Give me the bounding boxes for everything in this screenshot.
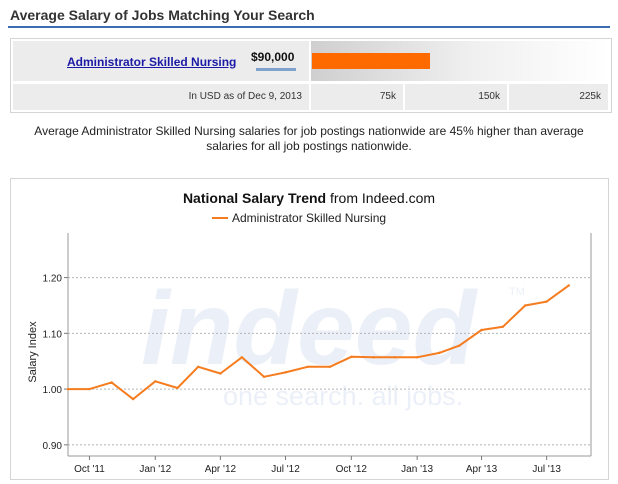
data-point — [176, 386, 179, 390]
watermark-tm: TM — [509, 286, 525, 298]
y-axis-label: Salary Index — [27, 321, 39, 383]
scale-label-225k: 225k — [509, 84, 608, 110]
salary-row: Administrator Skilled Nursing $90,000 — [11, 39, 611, 83]
data-point — [262, 375, 266, 379]
data-point — [350, 355, 353, 358]
data-point — [240, 356, 244, 359]
x-tick-label: Apr '12 — [205, 464, 237, 475]
y-tick-label: 1.20 — [43, 274, 63, 285]
section-header: Average Salary of Jobs Matching Your Sea… — [8, 4, 610, 28]
salary-amount-underline — [256, 68, 296, 71]
legend-label: Administrator Skilled Nursing — [232, 211, 386, 225]
salary-summary-box: Administrator Skilled Nursing $90,000 In… — [10, 38, 612, 113]
chart-title-bold: National Salary Trend — [183, 190, 326, 206]
data-point — [306, 365, 309, 368]
data-point — [480, 328, 483, 332]
data-point — [393, 356, 397, 359]
salary-bar — [312, 53, 430, 69]
x-tick-label: Jan '13 — [401, 464, 433, 475]
x-tick-label: Oct '12 — [336, 464, 368, 475]
scale-label-75k: 75k — [311, 84, 403, 110]
job-title-link[interactable]: Administrator Skilled Nursing — [67, 55, 237, 69]
data-point — [131, 397, 135, 401]
chart-title: National Salary Trend from Indeed.com — [183, 190, 435, 206]
salary-amount: $90,000 — [251, 50, 295, 64]
data-point — [501, 325, 505, 328]
data-point — [284, 371, 287, 374]
scale-row: In USD as of Dec 9, 2013 75k 150k 225k — [11, 84, 611, 110]
x-tick-label: Jan '12 — [139, 464, 171, 475]
job-cell: Administrator Skilled Nursing $90,000 — [13, 41, 309, 81]
data-point — [110, 381, 113, 384]
data-point — [415, 356, 419, 359]
data-point — [458, 344, 461, 347]
series-line — [68, 284, 570, 401]
x-tick-label: Oct '11 — [74, 464, 105, 475]
data-point — [438, 351, 441, 355]
data-point — [545, 300, 548, 303]
chart-title-rest: from Indeed.com — [326, 190, 435, 206]
section-title: Average Salary of Jobs Matching Your Sea… — [10, 7, 315, 23]
salary-trend-chart: National Salary Trend from Indeed.com Ad… — [27, 190, 592, 475]
data-point — [88, 387, 91, 391]
data-point — [567, 284, 571, 287]
watermark-tagline: one search. all jobs. — [223, 381, 463, 411]
data-point — [328, 365, 332, 368]
x-tick-label: Jul '13 — [532, 464, 561, 475]
x-tick-label: Jul '12 — [271, 464, 300, 475]
data-point — [219, 372, 222, 375]
date-note: In USD as of Dec 9, 2013 — [13, 84, 309, 110]
scale-label-150k: 150k — [405, 84, 507, 110]
y-tick-label: 1.00 — [43, 385, 63, 396]
y-tick-label: 1.10 — [43, 329, 63, 340]
data-point — [372, 356, 375, 359]
y-tick-label: 0.90 — [43, 441, 63, 452]
data-point — [66, 387, 70, 391]
data-point — [154, 380, 157, 383]
salary-trend-panel: National Salary Trend from Indeed.com Ad… — [10, 178, 609, 480]
data-point — [197, 365, 200, 368]
x-tick-label: Apr '13 — [466, 464, 498, 475]
data-point — [523, 304, 527, 307]
watermark-logo: indeed — [141, 271, 479, 387]
salary-comparison-text: Average Administrator Skilled Nursing sa… — [34, 124, 584, 153]
